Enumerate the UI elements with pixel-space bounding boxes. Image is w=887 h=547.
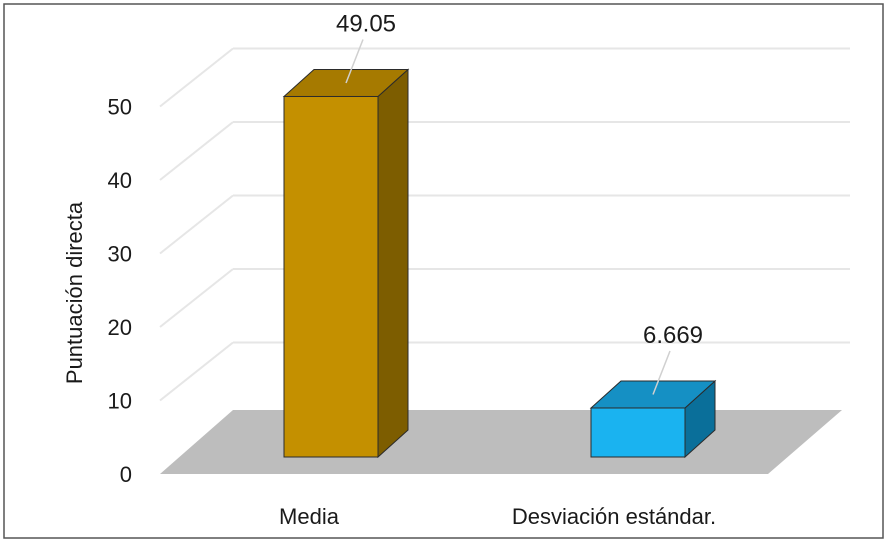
data-label: 6.669 bbox=[643, 322, 703, 349]
x-category-label: Desviación estándar. bbox=[512, 504, 716, 529]
y-axis-label: Puntuación directa bbox=[62, 201, 87, 384]
data-labels: 49.05 6.669 bbox=[336, 10, 703, 395]
bar-1 bbox=[589, 379, 717, 459]
y-tick-label: 30 bbox=[108, 242, 132, 267]
y-tick-label: 50 bbox=[108, 95, 132, 120]
bars bbox=[282, 68, 717, 459]
data-label-leader bbox=[345, 39, 364, 84]
x-axis-labels: Media Desviación estándar. bbox=[279, 504, 716, 529]
bar-front bbox=[283, 95, 379, 458]
x-category-label: Media bbox=[279, 504, 340, 529]
y-tick-label: 0 bbox=[120, 462, 132, 487]
y-tick-label: 10 bbox=[108, 389, 132, 414]
data-label: 49.05 bbox=[336, 10, 396, 37]
y-tick-label: 40 bbox=[108, 168, 132, 193]
y-axis-ticks: 0 10 20 30 40 50 bbox=[108, 95, 132, 488]
bar-front bbox=[590, 407, 686, 458]
y-tick-label: 20 bbox=[108, 315, 132, 340]
bar-0 bbox=[282, 68, 410, 459]
chart-floor bbox=[160, 410, 842, 474]
bar-side bbox=[377, 68, 409, 459]
data-label-leader bbox=[652, 350, 671, 395]
